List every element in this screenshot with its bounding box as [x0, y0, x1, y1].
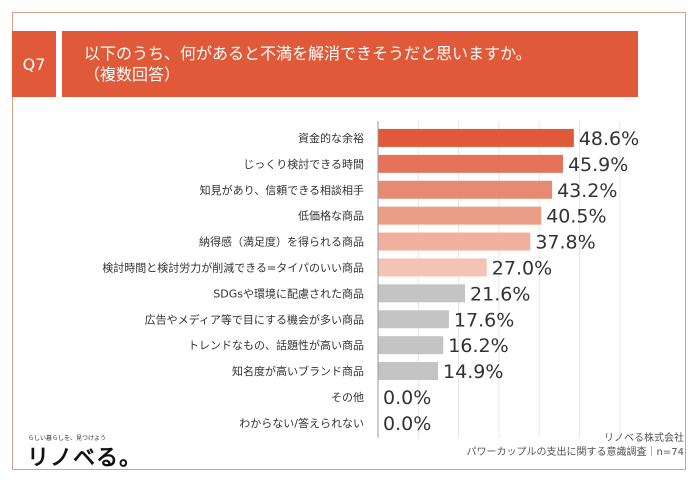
value-label: 0.0%: [383, 387, 431, 409]
question-number-badge: Q7: [12, 31, 56, 97]
value-label: 17.6%: [454, 309, 514, 331]
source-note: リノベる株式会社 パワーカップルの支出に関する意識調査｜n=74: [467, 432, 684, 460]
bar: [378, 206, 542, 225]
bar: [378, 180, 553, 199]
outer-frame: [12, 12, 686, 470]
category-label: 資金的な余裕: [298, 131, 364, 145]
value-label: 21.6%: [470, 283, 530, 305]
value-label: 37.8%: [535, 232, 595, 254]
category-label: 知名度が高いブランド商品: [232, 364, 364, 378]
bar: [378, 232, 531, 251]
value-label: 0.0%: [383, 413, 431, 435]
company-logo: リノベる。: [27, 446, 143, 471]
bar: [378, 310, 449, 329]
category-label: わからない/答えられない: [239, 416, 364, 430]
category-label: 検討時間と検討労力が削減できる=タイパのいい商品: [102, 260, 364, 274]
category-label: SDGsや環境に配慮された商品: [213, 286, 364, 300]
category-label: トレンドなもの、話題性が高い商品: [188, 338, 364, 352]
value-label: 16.2%: [448, 335, 508, 357]
bar: [378, 128, 574, 147]
value-label: 14.9%: [443, 361, 503, 383]
bar: [378, 336, 444, 355]
source-company: リノベる株式会社: [604, 433, 684, 444]
value-label: 27.0%: [492, 257, 552, 279]
bar: [378, 362, 439, 381]
category-label: 広告やメディア等で目にする機会が多い商品: [145, 312, 364, 326]
category-label: じっくり検討できる時間: [243, 157, 364, 171]
value-label: 43.2%: [557, 180, 617, 202]
question-title-line1: 以下のうち、何があると不満を解消できそうだと思いますか。: [84, 44, 532, 63]
logo-tagline: らしい暮らしを、見つけよう: [28, 435, 107, 442]
value-label: 48.6%: [579, 128, 639, 150]
category-label: 納得感（満足度）を得られる商品: [199, 235, 364, 249]
source-survey: パワーカップルの支出に関する意識調査｜n=74: [466, 447, 684, 458]
bar: [378, 154, 563, 173]
value-label: 40.5%: [546, 206, 606, 228]
category-label: 知見があり、信頼できる相談相手: [200, 183, 364, 197]
category-label: その他: [331, 391, 364, 404]
category-label: 低価格な商品: [298, 209, 364, 223]
value-label: 45.9%: [568, 154, 628, 176]
bar: [378, 258, 487, 277]
question-title: 以下のうち、何があると不満を解消できそうだと思いますか。 （複数回答）: [62, 31, 638, 97]
bar: [378, 284, 466, 303]
question-title-line2: （複数回答）: [84, 65, 181, 84]
